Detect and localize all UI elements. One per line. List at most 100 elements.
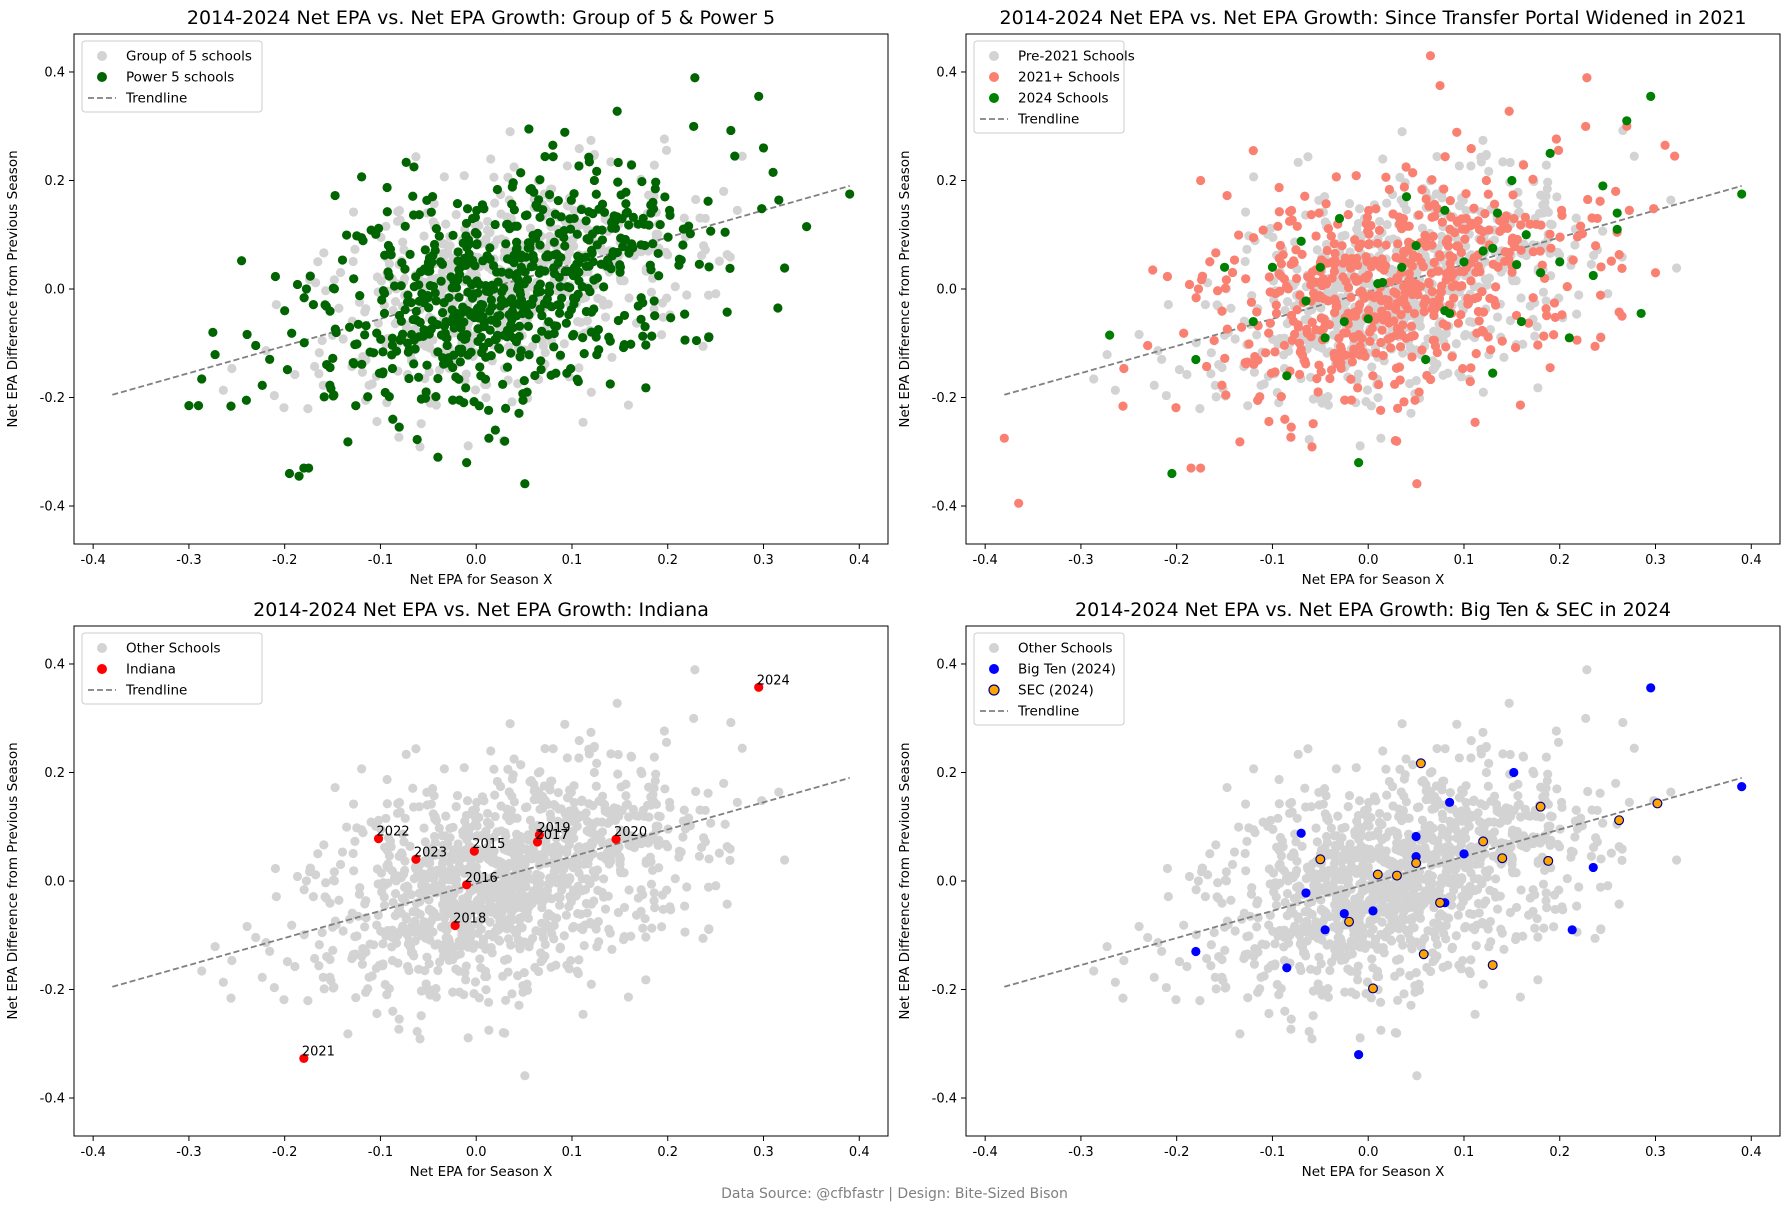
background-point bbox=[1149, 380, 1159, 390]
background-point bbox=[619, 902, 630, 913]
data-point bbox=[1270, 347, 1280, 357]
data-point bbox=[1510, 342, 1521, 353]
data-point bbox=[466, 347, 476, 357]
data-point bbox=[592, 225, 602, 235]
background-point bbox=[1206, 369, 1216, 379]
data-point bbox=[451, 372, 461, 382]
data-point bbox=[1118, 401, 1128, 411]
data-point bbox=[615, 262, 625, 272]
background-point bbox=[438, 283, 448, 294]
data-point bbox=[1384, 184, 1394, 195]
background-point bbox=[606, 157, 616, 167]
data-point bbox=[544, 190, 555, 200]
background-point bbox=[226, 993, 236, 1003]
data-point bbox=[1313, 387, 1323, 397]
background-point bbox=[1214, 360, 1224, 370]
data-point bbox=[541, 252, 551, 262]
data-point bbox=[1364, 205, 1374, 216]
background-point bbox=[655, 812, 665, 822]
background-point bbox=[554, 820, 564, 831]
background-point bbox=[490, 811, 500, 822]
data-point bbox=[1367, 323, 1377, 333]
data-point bbox=[1528, 293, 1538, 303]
data-point bbox=[1179, 328, 1189, 338]
background-point bbox=[335, 267, 346, 278]
background-point bbox=[559, 931, 569, 941]
data-point bbox=[349, 274, 359, 284]
data-point bbox=[414, 296, 424, 306]
background-point bbox=[419, 823, 429, 833]
background-point bbox=[1534, 208, 1545, 218]
background-point bbox=[1308, 394, 1318, 404]
data-point bbox=[1346, 263, 1356, 273]
data-point bbox=[1417, 185, 1427, 195]
data-point bbox=[491, 267, 502, 277]
background-point bbox=[426, 985, 436, 995]
background-point bbox=[394, 432, 404, 442]
x-axis-label: Net EPA for Season X bbox=[1302, 572, 1445, 588]
data-point bbox=[481, 280, 491, 291]
background-point bbox=[350, 836, 360, 846]
data-point bbox=[624, 220, 634, 230]
data-point bbox=[1221, 275, 1231, 285]
background-point bbox=[576, 317, 586, 327]
data-point bbox=[1441, 342, 1451, 352]
data-point bbox=[1425, 374, 1436, 385]
data-point bbox=[1297, 249, 1307, 259]
background-point bbox=[646, 857, 656, 867]
background-point bbox=[459, 171, 469, 181]
data-point bbox=[1456, 309, 1466, 320]
background-point bbox=[1153, 346, 1163, 356]
data-point bbox=[403, 347, 413, 357]
background-point bbox=[1492, 312, 1503, 322]
data-point bbox=[467, 293, 478, 303]
background-point bbox=[376, 276, 387, 286]
data-point bbox=[1441, 321, 1452, 331]
data-point bbox=[184, 401, 194, 411]
background-point bbox=[626, 931, 636, 941]
data-point bbox=[516, 295, 527, 305]
data-point bbox=[566, 195, 576, 205]
background-point bbox=[703, 882, 714, 892]
data-point bbox=[660, 192, 670, 202]
background-point bbox=[661, 839, 671, 850]
data-point bbox=[1301, 359, 1311, 369]
background-point bbox=[1533, 383, 1543, 393]
data-point bbox=[626, 339, 636, 349]
data-point bbox=[504, 268, 514, 278]
background-point bbox=[606, 749, 616, 759]
background-point bbox=[1157, 354, 1167, 364]
data-point bbox=[485, 243, 495, 253]
data-point bbox=[1398, 214, 1408, 224]
background-point bbox=[382, 774, 392, 785]
background-point bbox=[328, 875, 338, 885]
background-point bbox=[1518, 339, 1528, 349]
data-point bbox=[1384, 301, 1394, 311]
data-point bbox=[1343, 282, 1354, 293]
data-point bbox=[1445, 195, 1455, 206]
data-point bbox=[1474, 224, 1485, 235]
background-point bbox=[313, 257, 323, 267]
background-point bbox=[314, 369, 324, 379]
data-point bbox=[502, 362, 513, 372]
background-point bbox=[670, 281, 680, 292]
background-point bbox=[1373, 393, 1383, 403]
background-point bbox=[372, 416, 382, 427]
data-point bbox=[1340, 395, 1350, 405]
data-point bbox=[573, 376, 583, 387]
background-point bbox=[1200, 300, 1210, 310]
data-point bbox=[1390, 379, 1400, 389]
background-point bbox=[393, 958, 403, 968]
background-point bbox=[678, 832, 688, 842]
data-point bbox=[535, 212, 545, 222]
data-point bbox=[1507, 175, 1517, 186]
data-point bbox=[1478, 327, 1488, 337]
data-point bbox=[1460, 234, 1470, 244]
data-point bbox=[780, 263, 790, 273]
data-point bbox=[535, 175, 545, 185]
data-point bbox=[678, 240, 688, 250]
background-point bbox=[347, 953, 357, 964]
data-point bbox=[1497, 336, 1507, 346]
data-point bbox=[431, 223, 441, 234]
background-point bbox=[1572, 309, 1582, 319]
